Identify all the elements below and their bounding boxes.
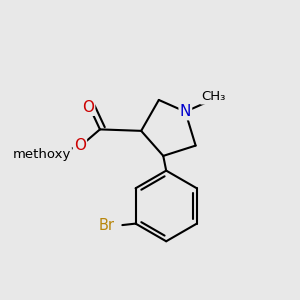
Text: O: O — [82, 100, 94, 115]
Text: methoxy: methoxy — [13, 148, 71, 161]
Text: Br: Br — [98, 218, 114, 232]
Text: CH₃: CH₃ — [201, 91, 226, 103]
Text: O: O — [74, 138, 86, 153]
Text: N: N — [180, 104, 191, 119]
